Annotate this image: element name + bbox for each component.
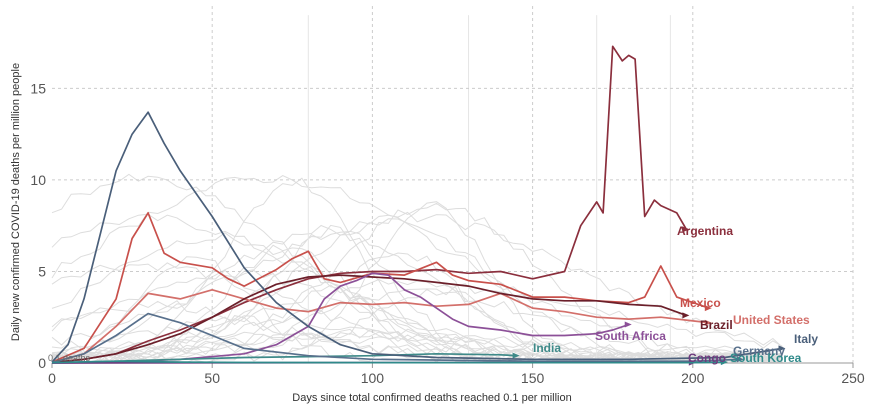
series-end-arrow-south-africa xyxy=(624,321,632,328)
x-tick-label: 50 xyxy=(204,370,220,386)
x-tick-label: 100 xyxy=(361,370,385,386)
x-tick-label: 250 xyxy=(841,370,865,386)
x-tick-label: 150 xyxy=(521,370,545,386)
series-lines xyxy=(51,45,786,366)
series-line-italy xyxy=(51,111,783,363)
series-label-italy: Italy xyxy=(794,332,818,346)
background-line xyxy=(51,300,783,364)
series-line-united-states xyxy=(51,288,709,364)
series-label-congo: Congo xyxy=(688,351,726,365)
series-end-arrow-india xyxy=(512,352,520,359)
background-line xyxy=(51,218,783,363)
series-line-south-africa xyxy=(51,272,629,364)
series-end-arrow-united-states xyxy=(704,319,712,326)
grid xyxy=(52,6,854,363)
x-tick-label: 200 xyxy=(681,370,705,386)
background-line xyxy=(51,252,783,364)
series-label-india: India xyxy=(533,341,561,355)
series-line-argentina xyxy=(51,45,688,363)
y-tick-label: 15 xyxy=(30,80,46,96)
series-label-mexico: Mexico xyxy=(680,296,721,310)
x-tick-label: 0 xyxy=(48,370,56,386)
series-end-arrow-germany xyxy=(736,356,744,363)
start-label: 0.1 deaths xyxy=(48,353,91,363)
series-line-germany xyxy=(51,312,741,364)
series-label-brazil: Brazil xyxy=(700,318,733,332)
y-tick-label: 0 xyxy=(38,355,46,371)
series-label-united-states: United States xyxy=(733,313,810,327)
background-line xyxy=(51,173,783,363)
background-line xyxy=(51,328,783,363)
series-label-south-korea: South Korea xyxy=(730,351,802,365)
series-label-south-africa: South Africa xyxy=(595,329,666,343)
background-line xyxy=(51,283,783,360)
y-tick-label: 10 xyxy=(30,172,46,188)
series-end-arrow-italy xyxy=(778,345,786,352)
series-end-arrow-mexico xyxy=(704,305,712,312)
background-line xyxy=(51,202,783,362)
series-end-arrow-south-korea xyxy=(720,359,728,366)
x-axis-title: Days since total confirmed deaths reache… xyxy=(292,392,571,404)
series-end-arrow-brazil xyxy=(682,312,690,319)
background-line xyxy=(51,201,783,364)
y-tick-label: 5 xyxy=(38,263,46,279)
series-label-germany: Germany xyxy=(733,344,785,358)
background-line xyxy=(51,211,783,348)
background-line xyxy=(51,175,783,358)
series-line-india xyxy=(51,352,517,364)
series-line-brazil xyxy=(51,274,687,364)
series-label-argentina: Argentina xyxy=(677,224,733,238)
series-line-south-korea xyxy=(51,360,725,364)
y-axis-title: Daily new confirmed COVID-19 deaths per … xyxy=(10,63,22,341)
series-end-arrow-argentina xyxy=(682,226,690,233)
